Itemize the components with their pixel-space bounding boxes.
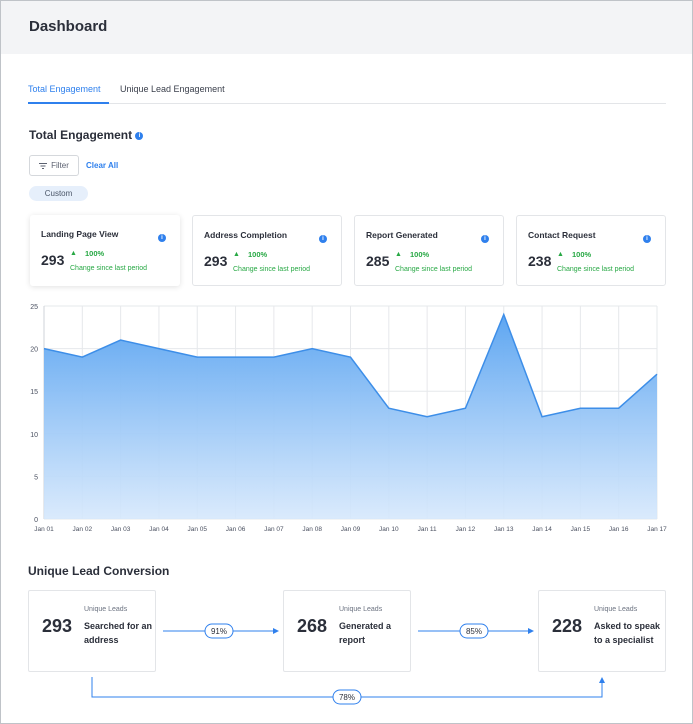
page-title: Dashboard: [29, 18, 108, 35]
clear-all-link[interactable]: Clear All: [86, 161, 119, 170]
conversion-step-searched: 293 Unique Leads Searched for an address: [28, 590, 156, 672]
series-area: [44, 314, 657, 519]
card-value: 285: [366, 253, 390, 269]
conversion-step-specialist: 228 Unique Leads Asked to speak to a spe…: [538, 590, 666, 672]
y-tick-label: 5: [34, 474, 38, 481]
tab-total-engagement[interactable]: Total Engagement: [28, 84, 109, 104]
x-tick-label: Jan 16: [609, 526, 629, 533]
card-change-label: Change since last period: [233, 266, 311, 273]
step-description: Generated a report: [339, 621, 392, 645]
x-tick-label: Jan 07: [264, 526, 284, 533]
x-tick-label: Jan 05: [187, 526, 207, 533]
x-tick-label: Jan 12: [456, 526, 476, 533]
step-description: Asked to speak to a specialist: [594, 621, 661, 645]
x-tick-label: Jan 09: [341, 526, 361, 533]
card-value: 293: [41, 252, 65, 268]
section-title: Total Engagement i: [29, 128, 144, 142]
info-icon[interactable]: i: [158, 233, 166, 242]
info-icon[interactable]: i: [135, 131, 144, 140]
info-icon[interactable]: i: [319, 234, 327, 243]
y-tick-label: 20: [30, 347, 38, 354]
date-range-pill[interactable]: Custom: [29, 186, 88, 201]
step-value: 268: [297, 616, 328, 636]
x-tick-label: Jan 14: [532, 526, 552, 533]
x-tick-label: Jan 08: [302, 526, 322, 533]
section-title-text: Total Engagement: [29, 128, 133, 142]
y-tick-label: 15: [30, 389, 38, 396]
y-tick-label: 0: [34, 517, 38, 524]
step-description: Searched for an address: [84, 621, 153, 645]
tab-bar: Total Engagement Unique Lead Engagement: [28, 84, 666, 104]
card-change-label: Change since last period: [395, 266, 473, 273]
tab-unique-lead-engagement[interactable]: Unique Lead Engagement: [120, 84, 225, 94]
x-tick-label: Jan 02: [73, 526, 93, 533]
chart-area-layer: [43, 312, 658, 519]
conversion-title: Unique Lead Conversion: [28, 564, 170, 578]
engagement-area-chart: 0 5 10 15 20 25 Jan 01 Jan 02 Jan 03 Jan 04 Jan 05…: [30, 304, 667, 533]
x-tick-label: Jan 03: [111, 526, 131, 533]
info-icon[interactable]: i: [481, 234, 489, 243]
metric-card-contact-request[interactable]: Contact Request i 238 ▲ 100% Change sinc…: [516, 215, 666, 286]
card-change: 100%: [85, 249, 105, 258]
card-title: Landing Page View: [41, 229, 119, 239]
filter-button[interactable]: Filter: [29, 155, 79, 176]
filter-label: Filter: [51, 161, 69, 170]
step-label: Unique Leads: [339, 606, 383, 613]
card-change: 100%: [572, 250, 592, 259]
page-header: Dashboard: [1, 1, 692, 54]
card-title: Address Completion: [204, 230, 288, 240]
x-tick-label: Jan 11: [418, 526, 437, 533]
x-tick-label: Jan 01: [34, 526, 54, 533]
arrow-up-icon: ▲: [233, 251, 240, 258]
step-value: 228: [552, 616, 583, 636]
step-label: Unique Leads: [594, 606, 638, 613]
arrow-up-icon: ▲: [395, 251, 402, 258]
x-tick-label: Jan 10: [379, 526, 399, 533]
filter-icon: [39, 162, 48, 169]
x-tick-label: Jan 04: [149, 526, 169, 533]
metric-card-landing-page-view[interactable]: Landing Page View i 293 ▲ 100% Change si…: [30, 215, 180, 286]
x-tick-label: Jan 17: [647, 526, 667, 533]
card-change-label: Change since last period: [557, 266, 635, 273]
x-tick-label: Jan 15: [571, 526, 591, 533]
card-title: Contact Request: [528, 230, 596, 240]
step-value: 293: [42, 616, 73, 636]
step-label: Unique Leads: [84, 606, 128, 613]
arrow-up-icon: ▲: [557, 251, 564, 258]
x-tick-label: Jan 06: [226, 526, 246, 533]
card-change-label: Change since last period: [70, 265, 148, 272]
card-change: 100%: [410, 250, 430, 259]
info-icon[interactable]: i: [643, 234, 651, 243]
chart-axis-labels: 0 5 10 15 20 25 Jan 01 Jan 02 Jan 03 Jan 04 Jan 05…: [30, 304, 667, 533]
card-value: 238: [528, 253, 552, 269]
arrow-up-icon: ▲: [70, 250, 77, 257]
card-change: 100%: [248, 250, 268, 259]
metric-card-report-generated[interactable]: Report Generated i 285 ▲ 100% Change sin…: [354, 215, 504, 286]
y-tick-label: 25: [30, 304, 38, 311]
x-tick-label: Jan 13: [494, 526, 514, 533]
conversion-step-report: 268 Unique Leads Generated a report: [283, 590, 411, 672]
metric-card-address-completion[interactable]: Address Completion i 293 ▲ 100% Change s…: [192, 215, 342, 286]
y-tick-label: 10: [30, 432, 38, 439]
card-value: 293: [204, 253, 228, 269]
card-title: Report Generated: [366, 230, 438, 240]
